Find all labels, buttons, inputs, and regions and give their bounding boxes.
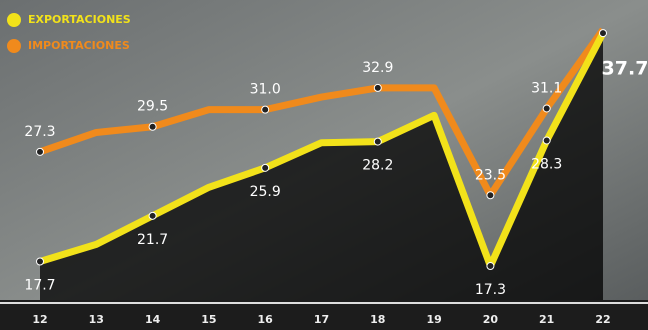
point <box>36 147 44 156</box>
legend-swatch <box>7 13 21 27</box>
x-tick-label: 13 <box>89 313 104 326</box>
value-label: 37.7 <box>602 58 648 80</box>
x-tick-label: 22 <box>595 313 610 326</box>
x-tick-label: 16 <box>258 313 274 326</box>
value-label: 17.3 <box>475 282 506 298</box>
value-label: 23.5 <box>475 167 506 183</box>
area-shadow <box>40 33 603 300</box>
line <box>38 31 607 270</box>
value-label: 31.1 <box>531 80 562 96</box>
point <box>36 257 44 266</box>
value-label: 31.0 <box>250 82 281 98</box>
value-label: 25.9 <box>250 184 281 200</box>
x-tick-label: 12 <box>32 313 47 326</box>
point <box>148 211 157 220</box>
x-tick-label: 20 <box>483 313 499 326</box>
point <box>542 104 551 113</box>
value-label: 28.2 <box>362 158 393 174</box>
point <box>542 136 551 145</box>
value-label: 21.7 <box>137 232 168 248</box>
point <box>486 191 495 200</box>
legend-swatch <box>7 39 21 53</box>
x-tick-label: 19 <box>426 313 441 326</box>
point <box>261 105 270 114</box>
value-label: 17.7 <box>24 277 55 293</box>
x-tick-label: 14 <box>145 313 161 326</box>
point <box>261 163 270 172</box>
x-tick-label: 17 <box>314 313 329 326</box>
point <box>599 29 607 38</box>
x-tick-label: 18 <box>370 313 385 326</box>
value-label: 27.3 <box>24 124 55 140</box>
value-label: 29.5 <box>137 99 168 115</box>
line <box>38 27 606 199</box>
point <box>373 137 382 146</box>
value-label: 32.9 <box>362 60 393 76</box>
legend-label: IMPORTACIONES <box>28 39 130 52</box>
x-tick-label: 15 <box>201 313 216 326</box>
x-tick-label: 21 <box>539 313 554 326</box>
axis-band <box>0 300 648 330</box>
point <box>148 122 157 131</box>
point <box>486 262 495 271</box>
legend-label: EXPORTACIONES <box>28 13 131 26</box>
value-label: 28.3 <box>531 156 562 172</box>
point <box>373 83 382 92</box>
